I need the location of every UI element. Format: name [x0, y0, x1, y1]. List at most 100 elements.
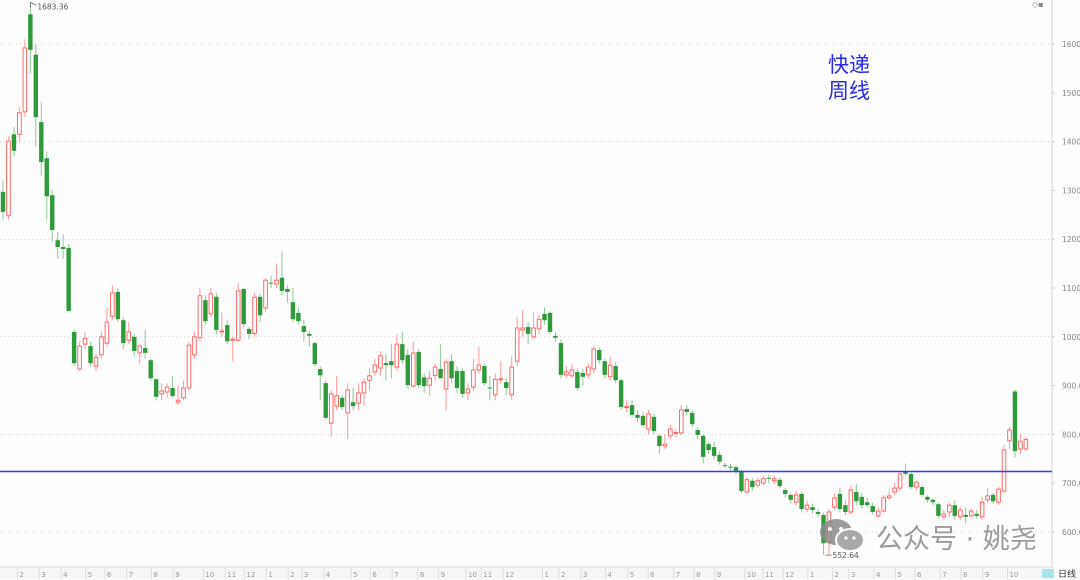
scroll-button[interactable] [1042, 569, 1054, 578]
candle-down [717, 454, 722, 462]
candle-down [777, 479, 782, 487]
candle-up [356, 392, 361, 404]
candle-down [936, 504, 941, 516]
candle-up [345, 389, 350, 414]
x-tick-label: 6 [917, 571, 922, 579]
candle-up [520, 327, 525, 331]
candle-up [531, 327, 536, 338]
candle-down [739, 471, 744, 492]
candle-down [990, 494, 996, 502]
candle-up [22, 47, 28, 113]
candle-down [0, 191, 6, 212]
period-label[interactable]: 日线 [1058, 570, 1077, 580]
candle-up [493, 378, 498, 396]
candle-down [203, 300, 208, 322]
candle-down [285, 288, 290, 292]
candle-up [334, 395, 339, 407]
candle-up [569, 369, 575, 377]
candle-down [974, 513, 979, 516]
candle-up [164, 386, 170, 393]
chart-title-line-2: 周线 [828, 79, 870, 103]
candle-down [88, 346, 93, 364]
candle-up [755, 480, 761, 486]
candle-up [367, 375, 372, 381]
candle-up [93, 356, 99, 367]
candle-up [394, 343, 400, 368]
candle-down [925, 496, 930, 500]
x-tick-label: 2 [19, 571, 23, 579]
candle-up [744, 479, 750, 493]
max-label: 1683.36 [37, 2, 68, 11]
candle-down [121, 320, 126, 344]
candle-down [323, 383, 328, 418]
candle-up [979, 501, 985, 518]
candle-down [115, 291, 121, 320]
candle-up [761, 478, 766, 484]
candle-up [897, 473, 903, 489]
x-tick-label: 10 [468, 571, 477, 579]
x-tick-label: 10 [205, 571, 214, 579]
candle-down [700, 435, 706, 457]
candle-down [733, 467, 739, 472]
candle-up [175, 399, 181, 403]
candle-up [181, 387, 186, 399]
x-tick-label: 8 [420, 571, 424, 579]
candle-up [804, 504, 810, 510]
candle-up [465, 388, 471, 394]
candle-up [372, 364, 378, 373]
y-tick-label: 1100 [1062, 284, 1080, 293]
candle-up [914, 481, 919, 488]
candle-down [613, 366, 618, 381]
candle-down [301, 326, 307, 332]
candle-up [881, 497, 886, 512]
candle-down [706, 444, 711, 451]
square-icon[interactable]: ▪ [1038, 0, 1044, 9]
candle-up [679, 409, 684, 434]
candle-down [799, 493, 804, 510]
y-tick-label: 700.0 [1062, 479, 1080, 488]
candle-down [50, 195, 55, 230]
candle-up [564, 371, 569, 376]
candle-down [908, 473, 914, 488]
candle-up [77, 345, 82, 370]
x-tick-label: 7 [129, 571, 133, 579]
candle-down [148, 360, 153, 379]
candle-down [11, 134, 17, 151]
candle-down [246, 328, 252, 334]
x-tick-label: 3 [851, 571, 855, 579]
x-tick-label: 10 [1009, 571, 1018, 579]
candle-up [427, 377, 432, 386]
candle-down [854, 491, 859, 502]
chart-title-line-1: 快递 [828, 53, 870, 77]
x-tick-label: 5 [897, 571, 901, 579]
toolbar-icons[interactable]: ◇▪ [1032, 0, 1044, 9]
candle-up [361, 381, 367, 394]
x-tick-label: 7 [394, 571, 398, 579]
x-tick-label: 8 [696, 571, 700, 579]
candle-down [225, 325, 230, 342]
candle-up [996, 488, 1001, 503]
candle-up [1001, 449, 1007, 492]
candle-up [514, 327, 520, 362]
x-tick-label: 2 [561, 571, 565, 579]
candle-down [487, 387, 493, 389]
wechat-icon [820, 519, 865, 552]
x-tick-label: 7 [942, 571, 946, 579]
candle-down [952, 505, 957, 516]
candle-down [865, 502, 870, 506]
candle-up [104, 321, 110, 344]
x-axis-band [0, 567, 1052, 579]
candle-up [159, 390, 164, 395]
candle-down [312, 343, 317, 365]
candle-down [405, 354, 410, 386]
candle-up [509, 366, 514, 396]
candle-up [328, 393, 334, 424]
candle-down [690, 412, 695, 425]
candle-down [602, 361, 607, 375]
candle-up [476, 364, 482, 371]
candle-down [815, 511, 821, 514]
candle-up [219, 330, 225, 333]
candle-up [646, 413, 651, 430]
diamond-icon[interactable]: ◇ [1032, 0, 1039, 9]
